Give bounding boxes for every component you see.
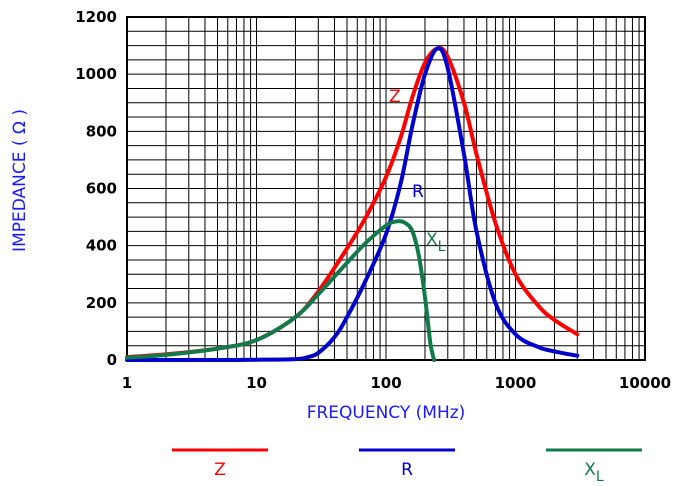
x-tick-label: 1000	[495, 374, 537, 392]
legend-label-r: R	[401, 460, 413, 480]
y-tick-label: 600	[86, 180, 117, 198]
curve-label-xl: XL	[426, 230, 446, 255]
x-tick-label: 100	[370, 374, 401, 392]
y-tick-label: 400	[86, 237, 117, 255]
legend: Z R XL	[172, 448, 642, 485]
curve-label-xl-sub: L	[438, 239, 446, 255]
y-tick-label: 0	[107, 351, 117, 369]
x-axis-title: FREQUENCY (MHz)	[307, 403, 466, 423]
series-line-r	[125, 46, 580, 363]
plot-grid	[126, 16, 645, 361]
y-tick-label: 1000	[75, 65, 117, 83]
x-tick-label: 1	[122, 374, 132, 392]
x-tick-label: 10	[246, 374, 267, 392]
legend-label-z: Z	[214, 460, 226, 480]
legend-label-xl: XL	[584, 460, 604, 485]
y-tick-labels: 0 200 400 600 800 1000 1200	[75, 8, 117, 369]
y-tick-label: 1200	[75, 8, 117, 26]
x-tick-label: 10000	[619, 374, 671, 392]
curve-label-r: R	[412, 182, 424, 202]
x-tick-labels: 1 10 100 1000 10000	[122, 374, 671, 392]
curve-label-z: Z	[389, 87, 401, 107]
y-tick-label: 800	[86, 122, 117, 140]
series-group	[125, 46, 580, 363]
y-tick-label: 200	[86, 294, 117, 312]
curve-label-xl-main: X	[426, 230, 438, 250]
plot-frame	[126, 16, 646, 361]
y-axis-title: IMPEDANCE ( Ω )	[10, 109, 30, 252]
series-line-xl	[125, 219, 437, 362]
